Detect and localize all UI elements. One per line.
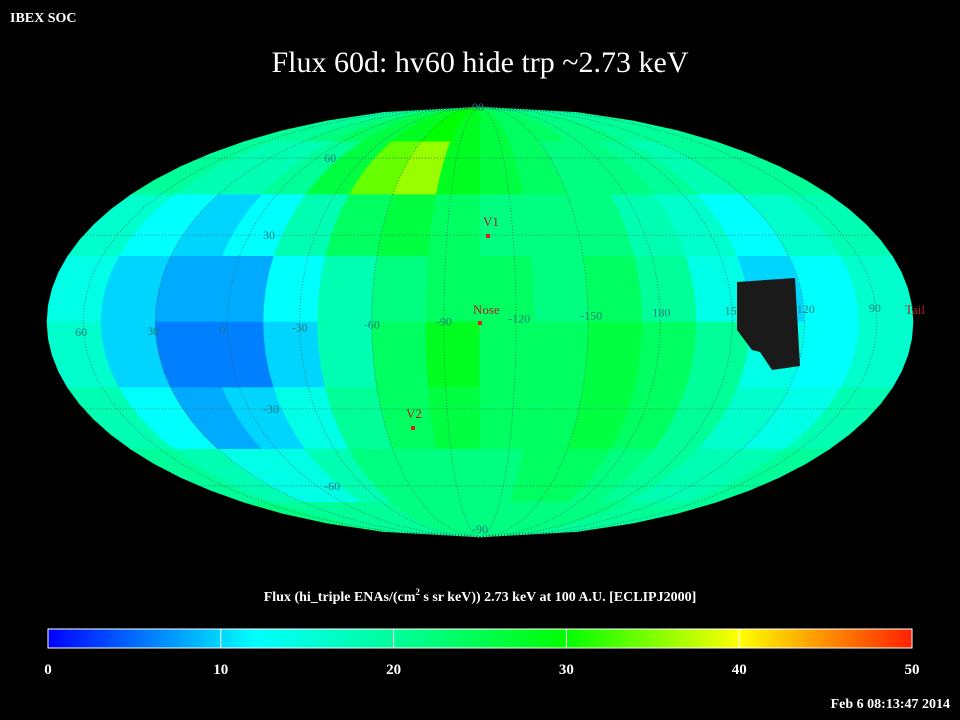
lon-label: 90 bbox=[869, 301, 881, 315]
colorbar-tick-label: 40 bbox=[732, 662, 747, 678]
flux-cell bbox=[582, 321, 643, 388]
flux-cell bbox=[371, 256, 429, 323]
lon-label: -60 bbox=[364, 318, 380, 332]
marker-dot bbox=[486, 234, 490, 238]
lon-label: -90 bbox=[436, 315, 452, 329]
header-left: IBEX SOC bbox=[10, 11, 77, 26]
flux-cell bbox=[479, 501, 717, 538]
meridian bbox=[443, 106, 481, 538]
lat-label: -90 bbox=[472, 522, 488, 536]
marker-dot bbox=[478, 321, 482, 325]
flux-cell bbox=[317, 321, 378, 388]
lon-label: 180 bbox=[652, 306, 670, 320]
lat-label: 60 bbox=[324, 151, 336, 165]
lat-label: -30 bbox=[263, 402, 279, 416]
lon-label: 30 bbox=[147, 324, 159, 338]
colorbar-tick-label: 30 bbox=[559, 662, 574, 678]
label-sup: 2 bbox=[415, 587, 420, 597]
colorbar-tick-label: 50 bbox=[905, 662, 920, 678]
lat-label: 30 bbox=[263, 228, 275, 242]
lat-label: -60 bbox=[324, 479, 340, 493]
colorbar-tick-label: 10 bbox=[213, 662, 228, 678]
map: 60 30 0 -30 -60 -90 -120 -150 180 150 120 90906030-… bbox=[46, 100, 914, 538]
marker-label: V2 bbox=[406, 406, 422, 421]
flux-cell bbox=[479, 387, 532, 450]
flux-cell bbox=[425, 321, 481, 388]
title: Flux 60d: hv60 hide trp ~2.73 keV bbox=[271, 46, 688, 79]
marker-dot bbox=[411, 426, 415, 430]
lon-label: 0 bbox=[219, 323, 225, 337]
hidden-region bbox=[737, 278, 800, 370]
marker-label: Nose bbox=[473, 302, 500, 317]
flux-cell bbox=[371, 321, 429, 388]
flux-cell bbox=[479, 321, 535, 388]
lat-label: 90 bbox=[472, 100, 484, 114]
colorbar-label: Flux (hi_triple ENAs/(cm2 s sr keV)) 2.7… bbox=[264, 587, 697, 605]
flux-cell bbox=[317, 256, 378, 323]
colorbar bbox=[47, 628, 913, 649]
lon-label: -150 bbox=[580, 308, 602, 322]
timestamp: Feb 6 08:13:47 2014 bbox=[831, 697, 950, 712]
colorbar-ticks: 0 10 20 30 40 50 bbox=[44, 629, 920, 678]
meridian bbox=[479, 106, 733, 538]
flux-cell bbox=[263, 256, 326, 323]
label-part: Flux (hi_triple ENAs/(cm bbox=[264, 590, 416, 605]
lon-label: -30 bbox=[292, 320, 308, 334]
meridian bbox=[227, 106, 481, 538]
meridian bbox=[479, 106, 589, 538]
map-overlay: V1 Nose V2 Tail bbox=[406, 214, 925, 430]
flux-cell bbox=[634, 321, 697, 388]
lon-label: 60 bbox=[75, 325, 87, 339]
flux-cell bbox=[425, 256, 481, 323]
marker-label: V1 bbox=[483, 214, 499, 229]
flux-cell bbox=[428, 387, 481, 450]
flux-cell bbox=[428, 194, 481, 257]
colorbar-tick-label: 0 bbox=[44, 662, 52, 678]
lon-label: 120 bbox=[797, 302, 815, 316]
flux-cell bbox=[531, 321, 589, 388]
lon-label: -120 bbox=[508, 311, 530, 325]
marker-label: Tail bbox=[905, 302, 925, 317]
label-part: s sr keV)) 2.73 keV at 100 A.U. [ECLIPJ2… bbox=[420, 590, 696, 605]
colorbar-tick-label: 20 bbox=[386, 662, 401, 678]
